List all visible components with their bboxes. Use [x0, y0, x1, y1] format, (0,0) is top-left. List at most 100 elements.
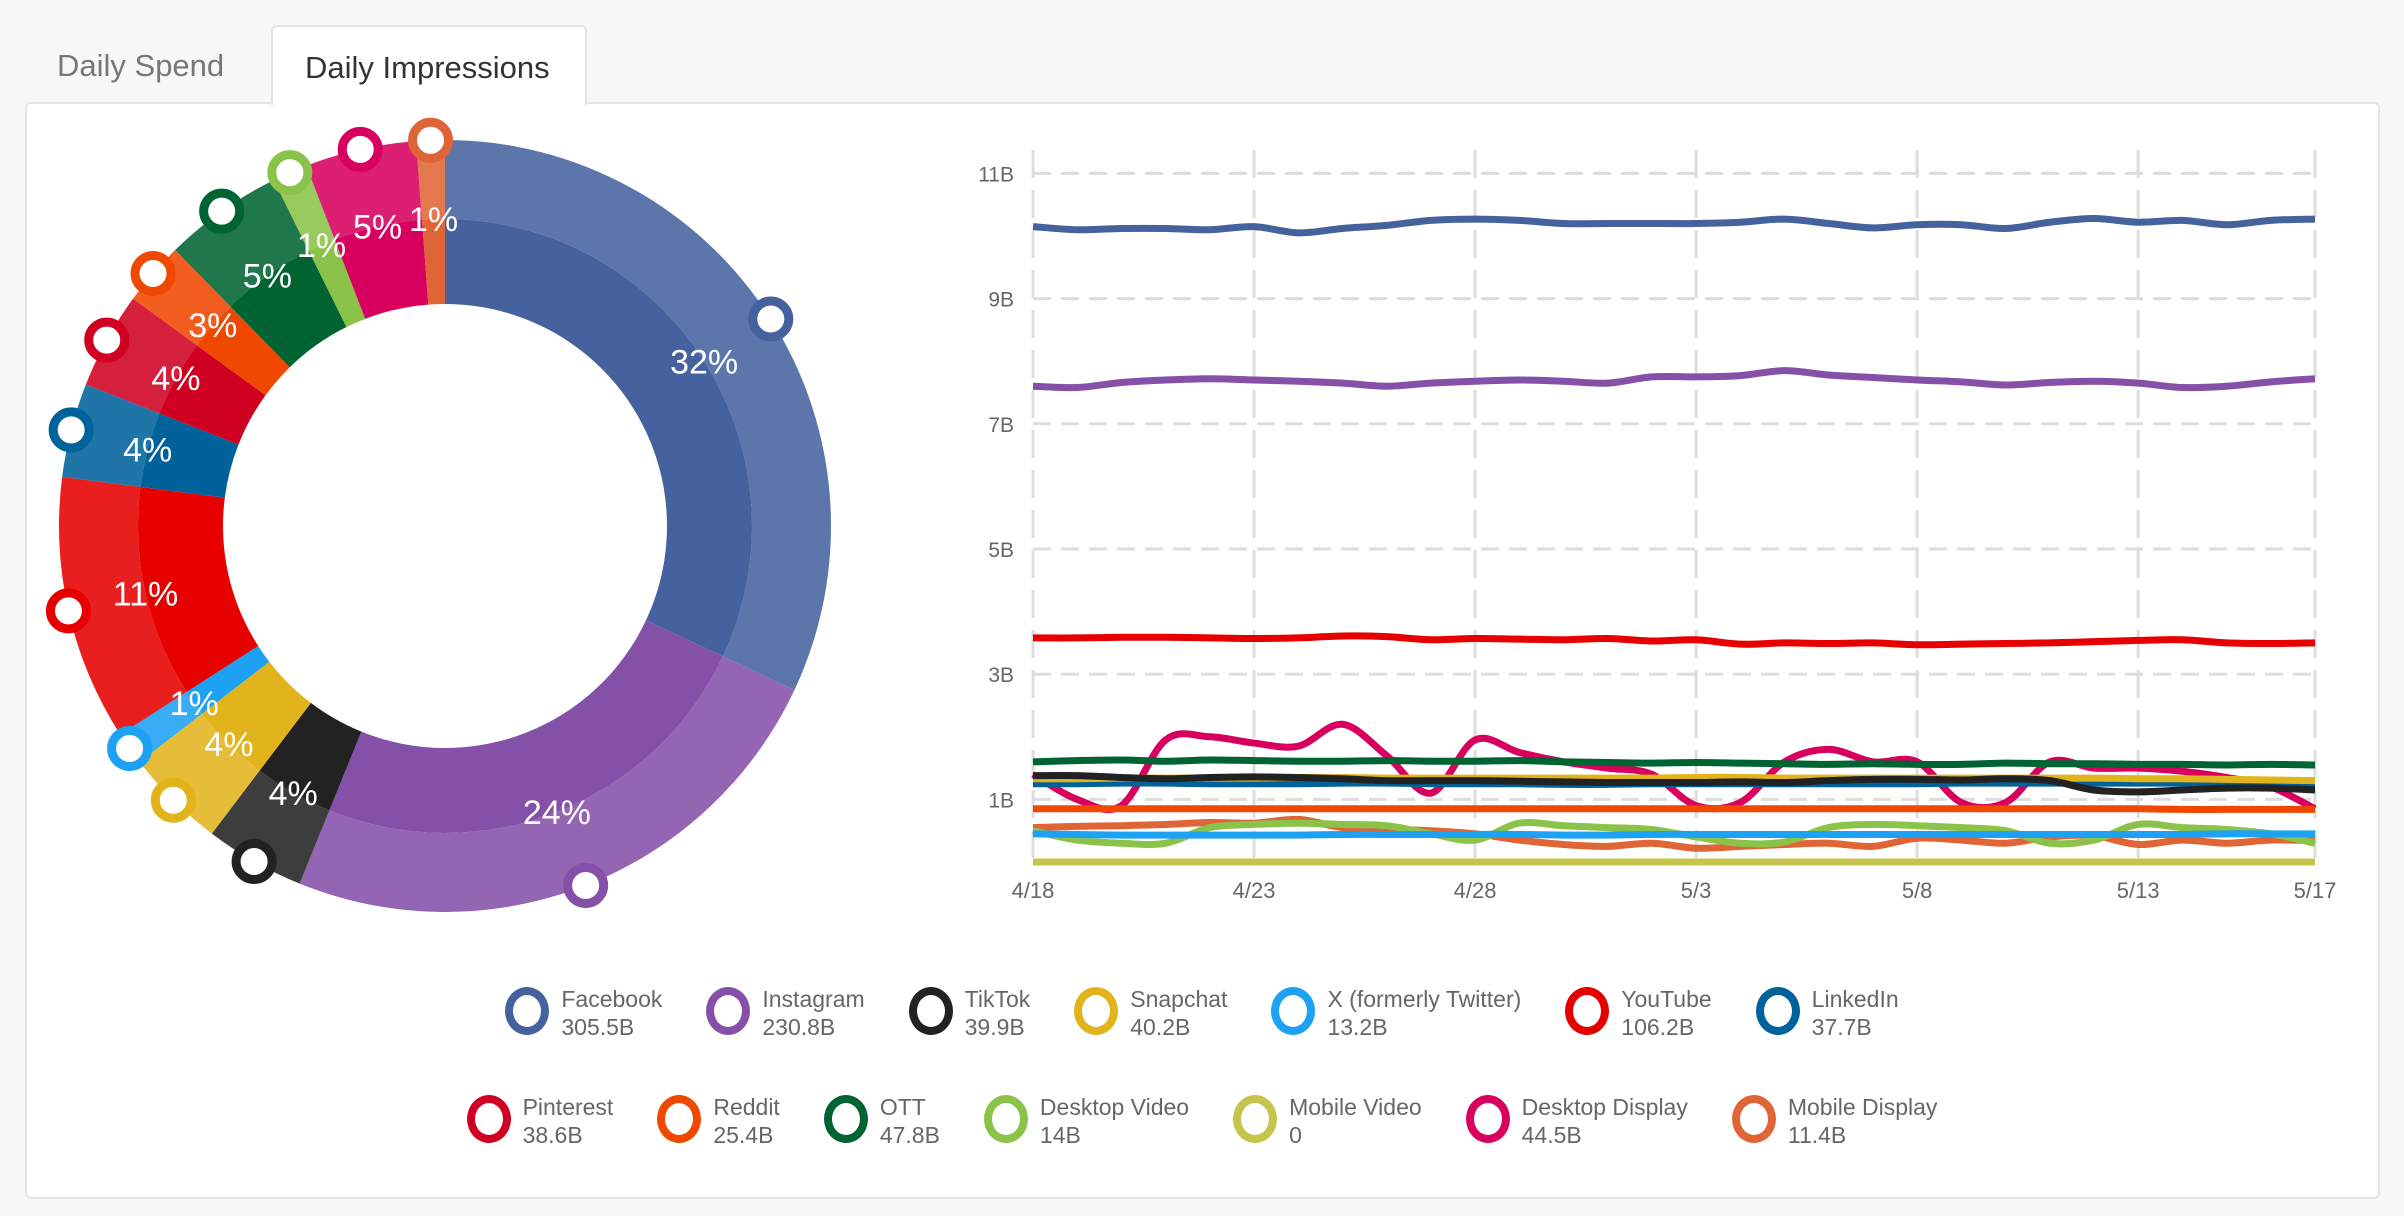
- y-tick-label: 11B: [978, 163, 1014, 186]
- pie-percent-label: 1%: [297, 227, 346, 265]
- pie-slice: [306, 141, 429, 319]
- legend-total: 38.6B: [522, 1122, 583, 1148]
- pie-marker-icon: [48, 407, 94, 453]
- pie-percent-label: 11%: [113, 575, 179, 613]
- legend-marker-icon: [505, 987, 550, 1035]
- legend-item[interactable]: LinkedIn 37.7B: [1755, 985, 1899, 1041]
- legend-item[interactable]: OTT 47.8B: [823, 1093, 940, 1149]
- legend-item[interactable]: Mobile Video 0: [1233, 1093, 1422, 1149]
- legend-item[interactable]: Instagram 230.8B: [706, 985, 865, 1041]
- legend-total: 47.8B: [879, 1122, 940, 1148]
- pie-marker-icon: [130, 251, 176, 297]
- legend-label: X (formerly Twitter): [1327, 986, 1522, 1012]
- legend-label: OTT: [879, 1094, 926, 1120]
- pie-slice: [211, 702, 362, 884]
- x-tick-label: 4/18: [1012, 878, 1055, 903]
- pie-slice-outer: [175, 180, 309, 307]
- pie-slice-inner: [259, 702, 362, 811]
- pie-percent-label: 1%: [170, 685, 219, 723]
- legend-item[interactable]: Desktop Display 44.5B: [1465, 1093, 1688, 1149]
- legend-total: 39.9B: [964, 1014, 1025, 1040]
- x-tick-label: 5/3: [1681, 878, 1712, 903]
- pie-marker-icon: [267, 150, 313, 196]
- legend-marker-icon: [1271, 987, 1316, 1035]
- tab-daily-impressions[interactable]: Daily Impressions: [271, 25, 587, 105]
- pie-marker-icon: [748, 296, 794, 342]
- pie-slice-outer: [85, 298, 197, 414]
- legend-label: Pinterest: [522, 1094, 614, 1120]
- x-tick-label: 5/17: [2294, 878, 2337, 903]
- pie-slice-inner: [140, 413, 239, 498]
- pie-slice-inner: [186, 645, 270, 714]
- y-tick-label: 7B: [988, 414, 1014, 437]
- legend-marker-icon: [466, 1095, 511, 1143]
- legend-label: Instagram: [762, 986, 865, 1012]
- pie-slice-outer: [211, 770, 330, 884]
- pie-percent-label: 5%: [243, 258, 292, 296]
- legend-label: Reddit: [713, 1094, 780, 1120]
- y-tick-label: 1B: [988, 789, 1014, 812]
- pie-slice: [139, 661, 311, 834]
- pie-slice-outer: [306, 141, 423, 240]
- legend-label: Desktop Video: [1039, 1094, 1190, 1120]
- pie-slice-outer: [139, 713, 260, 834]
- legend-item[interactable]: Facebook 305.5B: [505, 985, 662, 1041]
- pie-slice-outer: [62, 384, 160, 487]
- series-line: [1032, 756, 2316, 769]
- legend-label: YouTube: [1621, 986, 1712, 1012]
- pie-slice-inner: [137, 486, 259, 692]
- pie-marker-icon: [337, 126, 383, 172]
- legend-item[interactable]: X (formerly Twitter) 13.2B: [1271, 985, 1521, 1041]
- series-line: [1032, 771, 2316, 796]
- legend-label: TikTok: [964, 986, 1031, 1012]
- legend-marker-icon: [1074, 987, 1119, 1035]
- series-line: [1032, 214, 2316, 237]
- legend-marker-icon: [1731, 1095, 1776, 1143]
- pie-slice: [445, 140, 831, 690]
- pie-marker-icon: [45, 588, 91, 634]
- x-tick-label: 5/13: [2117, 878, 2160, 903]
- pie-percent-label: 3%: [188, 307, 237, 345]
- x-tick-label: 5/8: [1902, 878, 1933, 903]
- legend-marker-icon: [1233, 1095, 1278, 1143]
- pie-marker-icon: [107, 726, 153, 772]
- pie-percent-label: 4%: [204, 726, 253, 764]
- pie-slice-inner: [334, 219, 429, 319]
- x-tick-label: 4/28: [1454, 878, 1497, 903]
- pie-slice-inner: [308, 239, 366, 328]
- legend-row-1: Facebook 305.5B Instagram 230.8B TikTok …: [0, 985, 2404, 1041]
- legend-total: 44.5B: [1521, 1122, 1582, 1148]
- legend-item[interactable]: Mobile Display 11.4B: [1731, 1093, 1937, 1149]
- legend-row-2: Pinterest 38.6B Reddit 25.4B OTT 47.8B D…: [0, 1093, 2404, 1149]
- pie-percent-label: 5%: [353, 208, 402, 246]
- legend-item[interactable]: TikTok 39.9B: [908, 985, 1031, 1041]
- pie-percent-label: 4%: [123, 432, 172, 470]
- legend-total: 230.8B: [762, 1014, 836, 1040]
- pie-slice: [62, 384, 239, 498]
- legend-item[interactable]: Desktop Video 14B: [983, 1093, 1190, 1149]
- pie-slice-outer: [58, 476, 187, 735]
- legend-marker-icon: [657, 1095, 702, 1143]
- pie-slice-inner: [196, 306, 290, 396]
- y-tick-label: 3B: [988, 664, 1014, 687]
- legend-marker-icon: [1565, 987, 1610, 1035]
- legend-item[interactable]: YouTube 106.2B: [1565, 985, 1712, 1041]
- legend-label: Facebook: [561, 986, 663, 1012]
- x-tick-label: 4/23: [1233, 878, 1276, 903]
- legend-total: 37.7B: [1811, 1014, 1872, 1040]
- tab-daily-spend[interactable]: Daily Spend: [57, 48, 225, 83]
- series-line: [1032, 367, 2316, 392]
- pie-slice-inner: [230, 250, 347, 368]
- pie-slice-outer: [299, 656, 795, 912]
- legend-total: 305.5B: [561, 1014, 635, 1040]
- pie-slice: [85, 298, 266, 445]
- legend-marker-icon: [706, 987, 751, 1035]
- pie-percent-label: 24%: [523, 794, 591, 832]
- legend-item[interactable]: Snapchat 40.2B: [1074, 985, 1227, 1041]
- pie-marker-icon: [150, 777, 196, 823]
- legend-item[interactable]: Pinterest 38.6B: [466, 1093, 614, 1149]
- legend-total: 40.2B: [1130, 1014, 1191, 1040]
- series-line: [1032, 830, 2315, 839]
- legend-item[interactable]: Reddit 25.4B: [657, 1093, 780, 1149]
- pie-marker-icon: [84, 317, 130, 363]
